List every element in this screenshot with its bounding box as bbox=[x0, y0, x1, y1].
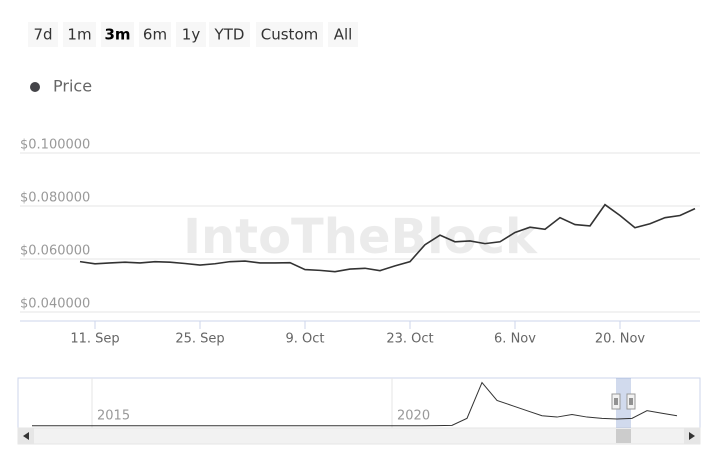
arrow-right bbox=[689, 432, 695, 440]
x-tick-label: 9. Oct bbox=[285, 332, 324, 347]
range-button[interactable] bbox=[139, 22, 171, 47]
x-tick-label: 11. Sep bbox=[70, 332, 119, 347]
legend-label: Price bbox=[53, 77, 92, 96]
nav-line bbox=[32, 381, 678, 427]
arrow-left bbox=[23, 432, 29, 440]
price-line bbox=[79, 203, 696, 273]
x-tick-label: 25. Sep bbox=[175, 332, 224, 347]
range-button-label: YTD bbox=[214, 26, 245, 44]
legend-marker bbox=[30, 82, 40, 92]
range-button[interactable] bbox=[209, 22, 250, 47]
nav-handle[interactable] bbox=[611, 393, 621, 410]
range-button-label: 3m bbox=[104, 26, 130, 44]
range-button[interactable] bbox=[176, 22, 206, 47]
nav-label: 2015 bbox=[97, 409, 130, 424]
range-button-label: All bbox=[334, 26, 353, 44]
nav-label: 2020 bbox=[397, 409, 430, 424]
x-tick-label: 23. Oct bbox=[386, 332, 433, 347]
range-button-label: 1y bbox=[182, 26, 201, 44]
y-tick-label: $0.080000 bbox=[20, 190, 90, 205]
y-tick-label: $0.100000 bbox=[20, 138, 90, 153]
nav-handle[interactable] bbox=[626, 393, 636, 410]
navigator-frame bbox=[17, 377, 701, 429]
range-button-label: 7d bbox=[33, 26, 52, 44]
watermark: IntoTheBlock bbox=[183, 209, 538, 265]
range-button[interactable] bbox=[63, 22, 96, 47]
y-tick-label: $0.040000 bbox=[20, 296, 90, 311]
y-tick-label: $0.060000 bbox=[20, 243, 90, 258]
x-tick-label: 20. Nov bbox=[595, 332, 645, 347]
range-button-label: 6m bbox=[143, 26, 167, 44]
range-button[interactable] bbox=[101, 22, 134, 47]
range-button-label: 1m bbox=[67, 26, 91, 44]
range-button[interactable] bbox=[328, 22, 358, 47]
range-button-label: Custom bbox=[261, 26, 318, 44]
x-tick-label: 6. Nov bbox=[494, 332, 536, 347]
scrollbar-thumb[interactable] bbox=[616, 429, 631, 443]
range-button[interactable] bbox=[28, 22, 58, 47]
range-button[interactable] bbox=[256, 22, 323, 47]
scrollbar[interactable] bbox=[17, 427, 701, 445]
nav-selection bbox=[616, 378, 631, 428]
